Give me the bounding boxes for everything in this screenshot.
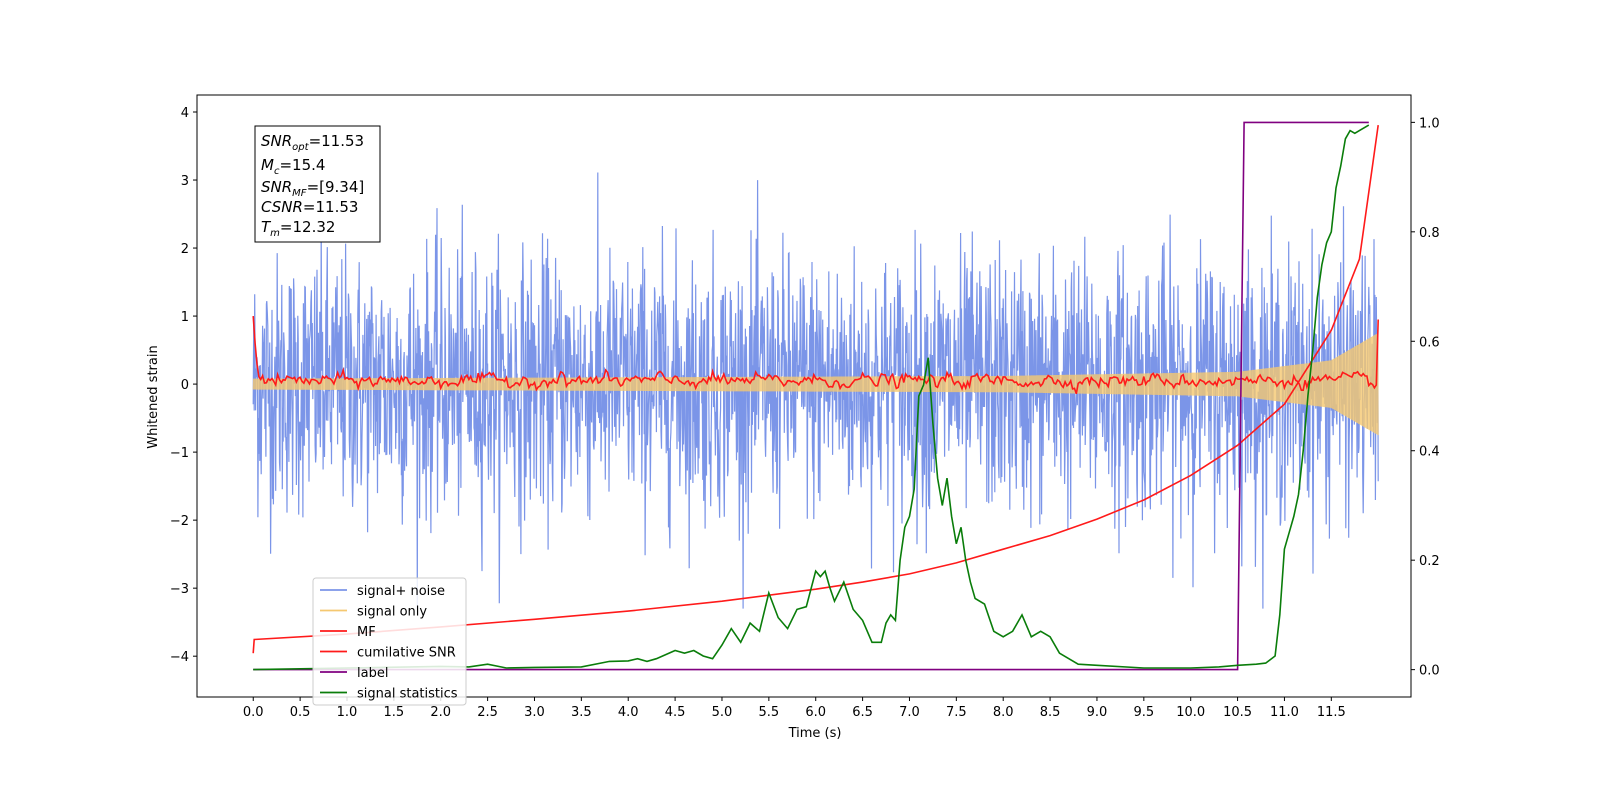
x-tick-label: 3.5 xyxy=(571,705,592,720)
series-cumilative-snr xyxy=(252,124,1379,654)
x-tick-label: 5.0 xyxy=(712,705,733,720)
x-tick-label: 0.0 xyxy=(243,705,264,720)
y-right-tick-label: 0.0 xyxy=(1419,664,1440,679)
legend-label: cumilative SNR xyxy=(357,646,456,661)
y-left-tick-label: −4 xyxy=(170,650,189,665)
x-tick-label: 9.5 xyxy=(1133,705,1154,720)
y-left-tick-label: −1 xyxy=(170,446,189,461)
series-signal-statistics xyxy=(253,124,1370,671)
mc-text: Mc=15.4 xyxy=(261,156,325,177)
x-tick-label: 8.0 xyxy=(993,705,1014,720)
legend-label: signal+ noise xyxy=(357,584,445,599)
y-left-tick-label: 3 xyxy=(181,174,189,189)
y-right-tick-label: 0.6 xyxy=(1419,335,1440,350)
y-left-tick-label: 0 xyxy=(181,378,189,393)
x-tick-label: 2.0 xyxy=(430,705,451,720)
x-tick-label: 6.0 xyxy=(805,705,826,720)
csnr-text: CSNR=11.53 xyxy=(261,198,358,216)
x-tick-label: 6.5 xyxy=(852,705,873,720)
x-tick-label: 4.5 xyxy=(665,705,686,720)
snr-mf-text: SNRMF=[9.34] xyxy=(261,178,364,199)
x-tick-label: 1.5 xyxy=(384,705,405,720)
y-right-tick-label: 0.8 xyxy=(1419,226,1440,241)
x-tick-label: 4.0 xyxy=(618,705,639,720)
y-left-tick-label: −3 xyxy=(170,582,189,597)
x-tick-label: 11.0 xyxy=(1270,705,1299,720)
legend-label: signal only xyxy=(357,605,427,620)
y-right-tick-label: 0.4 xyxy=(1419,445,1440,460)
x-tick-label: 0.5 xyxy=(290,705,311,720)
y-left-tick-label: −2 xyxy=(170,514,189,529)
legend-frame xyxy=(312,577,467,706)
legend-label: MF xyxy=(357,625,376,640)
series-label xyxy=(253,121,1369,671)
info-box: SNRopt=11.53 Mc=15.4 SNRMF=[9.34] CSNR=1… xyxy=(254,125,381,243)
x-tick-label: 10.5 xyxy=(1223,705,1252,720)
x-tick-label: 10.0 xyxy=(1176,705,1205,720)
legend-label: label xyxy=(357,666,388,681)
x-tick-label: 8.5 xyxy=(1040,705,1061,720)
x-tick-label: 1.0 xyxy=(337,705,358,720)
x-tick-label: 11.5 xyxy=(1317,705,1346,720)
y-left-tick-label: 4 xyxy=(181,106,189,121)
x-tick-label: 7.0 xyxy=(899,705,920,720)
series-mf xyxy=(252,316,1379,395)
series-signal-only xyxy=(252,333,1379,436)
y-left-tick-label: 2 xyxy=(181,242,189,257)
legend-label: signal statistics xyxy=(357,687,458,702)
plot-area xyxy=(252,121,1379,671)
x-tick-label: 9.0 xyxy=(1087,705,1108,720)
y-axis-label-left: Whitened strain xyxy=(146,345,161,448)
snr-opt-text: SNRopt=11.53 xyxy=(261,132,364,153)
plot-frame xyxy=(196,94,1412,698)
x-axis-label: Time (s) xyxy=(788,726,842,741)
legend-items: signal+ noise signal only MF cumilative SNR… xyxy=(320,584,458,702)
y-left-tick-label: 1 xyxy=(181,310,189,325)
x-tick-label: 3.0 xyxy=(524,705,545,720)
y-right-tick-label: 1.0 xyxy=(1419,116,1440,131)
x-tick-label: 2.5 xyxy=(477,705,498,720)
axes: 0.0 0.5 1.0 1.5 2.0 2.5 3.0 3.5 4.0 4.5 5.0 5.5 6.0 6… xyxy=(170,94,1440,720)
x-tick-label: 7.5 xyxy=(946,705,967,720)
info-box-frame xyxy=(254,125,381,243)
y-right-tick-label: 0.2 xyxy=(1419,554,1440,569)
legend: signal+ noise signal only MF cumilative SNR… xyxy=(312,577,467,706)
x-tick-label: 5.5 xyxy=(759,705,780,720)
tm-text: Tm=12.32 xyxy=(261,218,335,239)
